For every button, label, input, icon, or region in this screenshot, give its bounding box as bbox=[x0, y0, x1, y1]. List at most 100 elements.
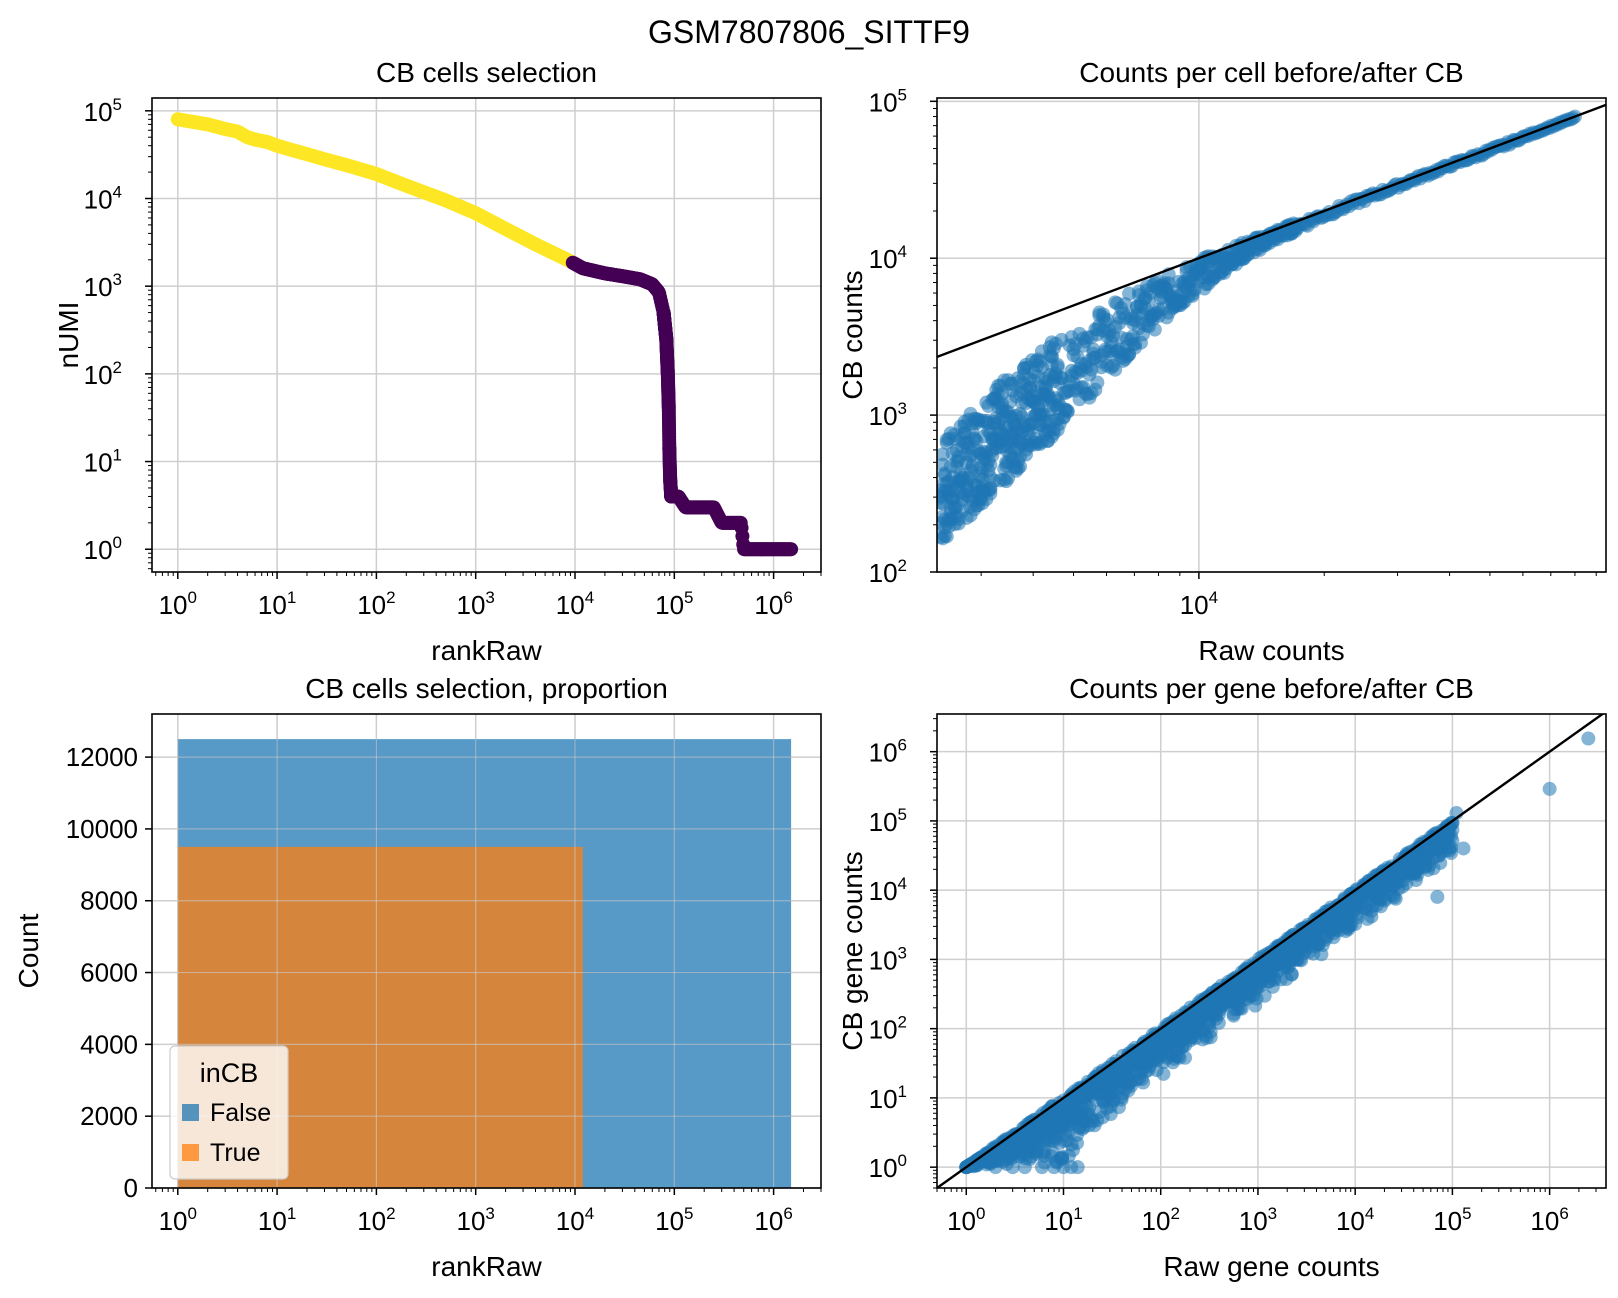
y-tick-label: 102 bbox=[84, 358, 122, 390]
chart-title: CB cells selection bbox=[376, 57, 597, 88]
x-tick-label: 100 bbox=[947, 1204, 985, 1236]
x-tick-label-base: 10 bbox=[655, 1206, 684, 1236]
y-tick-label-exp: 3 bbox=[898, 399, 907, 418]
x-tick-label: 100 bbox=[159, 588, 197, 620]
plot-area bbox=[937, 103, 1606, 546]
x-tick-label-base: 10 bbox=[655, 590, 684, 620]
outlier-point bbox=[1034, 1160, 1049, 1175]
data-point bbox=[784, 542, 799, 557]
x-tick-label: 105 bbox=[1433, 1204, 1471, 1236]
outlier-point bbox=[988, 1160, 1003, 1175]
x-tick-label: 102 bbox=[357, 588, 395, 620]
plot-area bbox=[937, 714, 1605, 1188]
x-axis-label: Raw counts bbox=[1198, 635, 1344, 666]
x-tick-label-exp: 4 bbox=[585, 1204, 594, 1223]
y-axis-label: CB counts bbox=[837, 270, 868, 399]
y-tick-label-base: 10 bbox=[84, 97, 113, 127]
x-tick-label: 103 bbox=[1239, 1204, 1277, 1236]
x-tick-label-base: 10 bbox=[1433, 1206, 1462, 1236]
x-tick-label-base: 10 bbox=[1530, 1206, 1559, 1236]
y-tick-label: 100 bbox=[84, 533, 122, 565]
x-tick-label-exp: 4 bbox=[1365, 1204, 1374, 1223]
x-tick-label: 104 bbox=[1180, 588, 1218, 620]
legend: inCB False True bbox=[169, 1045, 289, 1180]
x-tick-label: 102 bbox=[1142, 1204, 1180, 1236]
x-tick-label-exp: 1 bbox=[287, 588, 296, 607]
y-tick-label-base: 10 bbox=[869, 87, 898, 117]
panel-counts-per-gene: 100 101 102 103 104 105 1061001011021031041051… bbox=[837, 673, 1607, 1282]
x-tick-label: 102 bbox=[357, 1204, 395, 1236]
x-tick-label: 103 bbox=[457, 588, 495, 620]
data-point bbox=[1178, 1050, 1193, 1065]
outlier-point bbox=[1017, 1160, 1032, 1175]
legend-swatch-true bbox=[182, 1144, 199, 1161]
y-tick-label-base: 10 bbox=[84, 184, 113, 214]
axes-frame bbox=[151, 97, 822, 573]
data-point bbox=[1050, 357, 1065, 372]
y-tick-label-exp: 3 bbox=[113, 270, 122, 289]
y-tick-label-base: 10 bbox=[84, 272, 113, 302]
y-tick-label: 105 bbox=[869, 85, 907, 117]
y-tick-label-base: 10 bbox=[84, 360, 113, 390]
y-tick-label: 103 bbox=[84, 270, 122, 302]
x-tick-label: 103 bbox=[457, 1204, 495, 1236]
data-point bbox=[1156, 1066, 1171, 1081]
y-tick-label: 6000 bbox=[80, 958, 138, 988]
data-point bbox=[1445, 833, 1460, 848]
outlier-point bbox=[1542, 781, 1557, 796]
data-point bbox=[983, 486, 998, 501]
x-tick-label-base: 10 bbox=[754, 590, 783, 620]
y-tick-label: 101 bbox=[84, 446, 122, 478]
data-point bbox=[1147, 322, 1162, 337]
x-tick-label-exp: 2 bbox=[386, 1204, 395, 1223]
data-point bbox=[1013, 459, 1028, 474]
identity-line bbox=[937, 103, 1606, 359]
data-point bbox=[1364, 909, 1379, 924]
data-point bbox=[1090, 375, 1105, 390]
x-tick-label: 104 bbox=[556, 1204, 594, 1236]
y-tick-label-base: 10 bbox=[869, 1153, 898, 1183]
y-tick-label-exp: 1 bbox=[898, 1082, 907, 1101]
y-tick-label: 102 bbox=[869, 1013, 907, 1045]
x-axis-label: rankRaw bbox=[431, 1251, 542, 1282]
x-tick-label-base: 10 bbox=[258, 1206, 287, 1236]
y-tick-label: 106 bbox=[869, 736, 907, 768]
outlier-point bbox=[1070, 1160, 1085, 1175]
legend-label-true: True bbox=[210, 1139, 260, 1167]
data-point bbox=[1136, 1075, 1151, 1090]
outlier-point bbox=[1456, 841, 1471, 856]
data-point bbox=[665, 489, 680, 504]
y-tick-label-exp: 1 bbox=[113, 446, 122, 465]
y-tick-label-exp: 0 bbox=[898, 1151, 907, 1170]
x-tick-label-exp: 3 bbox=[485, 1204, 494, 1223]
data-point bbox=[1433, 855, 1448, 870]
x-tick-label-base: 10 bbox=[1180, 590, 1209, 620]
x-tick-label-exp: 2 bbox=[386, 588, 395, 607]
x-tick-label-exp: 6 bbox=[783, 1204, 792, 1223]
x-tick-label: 100 bbox=[159, 1204, 197, 1236]
y-tick-label-base: 10 bbox=[869, 738, 898, 768]
x-tick-label: 101 bbox=[1044, 1204, 1082, 1236]
x-tick-label-exp: 0 bbox=[188, 588, 197, 607]
y-tick-label-exp: 4 bbox=[113, 182, 122, 201]
legend-swatch-false bbox=[182, 1104, 199, 1121]
y-tick-label-exp: 4 bbox=[898, 242, 907, 261]
chart-title: Counts per gene before/after CB bbox=[1069, 673, 1474, 704]
y-tick-label: 2000 bbox=[80, 1101, 138, 1131]
y-axis-label: CB gene counts bbox=[837, 851, 868, 1050]
y-tick-label: 104 bbox=[869, 874, 907, 906]
y-tick-label: 8000 bbox=[80, 886, 138, 916]
x-tick-label: 106 bbox=[1530, 1204, 1568, 1236]
x-tick-label: 101 bbox=[258, 1204, 296, 1236]
y-tick-label-base: 10 bbox=[869, 558, 898, 588]
y-tick-label-base: 10 bbox=[84, 535, 113, 565]
y-tick-label-base: 10 bbox=[869, 244, 898, 274]
y-tick-label-exp: 5 bbox=[898, 85, 907, 104]
y-tick-label-base: 10 bbox=[869, 1084, 898, 1114]
chart-title: Counts per cell before/after CB bbox=[1079, 57, 1463, 88]
y-tick-label-base: 10 bbox=[869, 876, 898, 906]
y-tick-label: 100 bbox=[869, 1151, 907, 1183]
x-axis-label: rankRaw bbox=[431, 635, 542, 666]
